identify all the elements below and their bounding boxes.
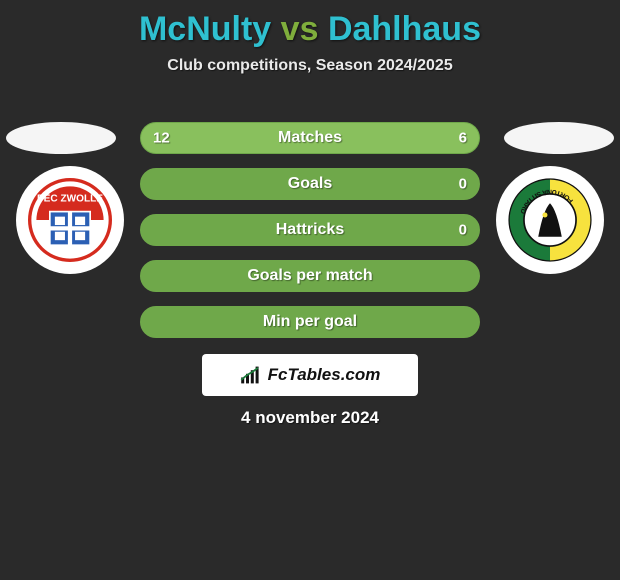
bar-chart-icon <box>240 365 264 385</box>
stats-block: 12 Matches 6 Goals 0 Hattricks 0 Goals per matc… <box>140 122 480 338</box>
stat-label: Goals <box>288 175 332 193</box>
brand-text: FcTables.com <box>268 365 381 385</box>
stat-label: Min per goal <box>263 313 357 331</box>
fortuna-sittard-icon: FORTUNA SITTARD <box>508 178 592 262</box>
title-right: Dahlhaus <box>328 10 481 48</box>
brand-box: FcTables.com <box>202 354 418 396</box>
club-badge-left: PEC ZWOLLE <box>18 168 122 272</box>
svg-text:PEC ZWOLLE: PEC ZWOLLE <box>37 194 103 205</box>
stat-row: Min per goal <box>140 306 480 338</box>
stat-label: Goals per match <box>247 267 372 285</box>
stat-row: Goals 0 <box>140 168 480 200</box>
title-vs: vs <box>281 10 319 48</box>
stat-val-right: 0 <box>459 222 467 239</box>
title-left: McNulty <box>139 10 271 48</box>
date-text: 4 november 2024 <box>0 408 620 428</box>
club-badge-right: FORTUNA SITTARD <box>498 168 602 272</box>
stat-label: Hattricks <box>276 221 344 239</box>
stat-val-right: 0 <box>459 176 467 193</box>
stat-row: Goals per match <box>140 260 480 292</box>
stat-val-left: 12 <box>153 130 170 147</box>
stat-label: Matches <box>278 129 342 147</box>
page-title: McNulty vs Dahlhaus <box>0 0 620 49</box>
pec-zwolle-icon: PEC ZWOLLE <box>28 178 112 262</box>
stat-row: 12 Matches 6 <box>140 122 480 154</box>
stat-row: Hattricks 0 <box>140 214 480 246</box>
player-photo-right <box>504 122 614 154</box>
player-photo-left <box>6 122 116 154</box>
stat-val-right: 6 <box>459 130 467 147</box>
subtitle: Club competitions, Season 2024/2025 <box>0 57 620 75</box>
